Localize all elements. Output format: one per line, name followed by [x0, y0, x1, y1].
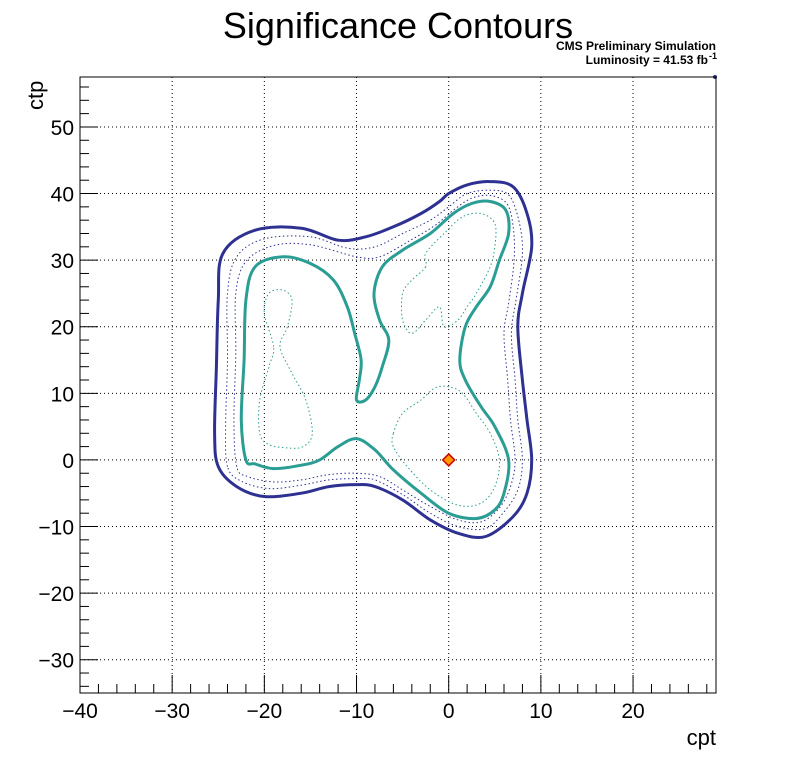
x-tick-label: −10	[339, 700, 375, 723]
x-tick-labels: −40 −30 −20 −10 0 10 20	[62, 700, 645, 723]
plot-frame	[79, 76, 717, 694]
axis-ticks	[79, 86, 708, 693]
contour-outer-dotted-2	[233, 194, 516, 524]
x-tick-label: 20	[621, 700, 644, 723]
x-tick-label: −20	[247, 700, 283, 723]
contour-inner-solid	[239, 199, 511, 521]
x-tick-label: −40	[62, 700, 98, 723]
y-tick-label: 30	[51, 250, 74, 273]
y-tick-label: −10	[38, 517, 74, 540]
y-tick-labels: −30 −20 −10 0 10 20 30 40 50	[38, 117, 74, 673]
sm-point-marker	[441, 452, 456, 467]
contour-outer-solid	[213, 180, 534, 540]
y-tick-label: 40	[51, 184, 74, 207]
grid-lines	[80, 77, 716, 693]
y-tick-label: 20	[51, 317, 74, 340]
contour-inner-dotted-left	[258, 289, 313, 449]
y-tick-label: −20	[38, 583, 74, 606]
contour-lines	[213, 180, 534, 540]
x-tick-label: 10	[529, 700, 552, 723]
y-tick-label: −30	[38, 650, 74, 673]
y-tick-label: 50	[51, 117, 74, 140]
y-axis-label: ctp	[23, 81, 48, 110]
chart-title: Significance Contours	[223, 5, 573, 46]
y-tick-label: 0	[62, 450, 74, 473]
x-tick-label: 0	[443, 700, 455, 723]
x-tick-label: −30	[154, 700, 190, 723]
contour-outer-dotted-1	[225, 189, 523, 531]
cms-label: CMS Preliminary Simulation	[556, 39, 716, 53]
luminosity-superscript: -1	[709, 51, 717, 61]
x-axis-label: cpt	[687, 725, 716, 750]
y-tick-label: 10	[51, 383, 74, 406]
luminosity-label: Luminosity = 41.53 fb	[586, 53, 708, 67]
